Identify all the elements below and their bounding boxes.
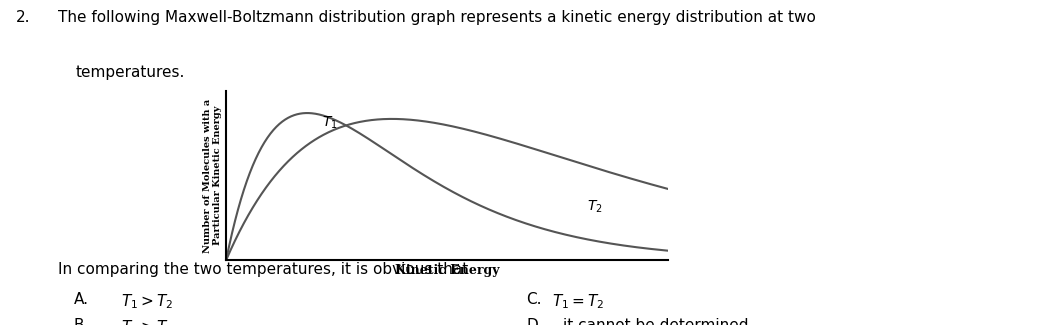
Text: $T_1$: $T_1$ xyxy=(322,114,338,131)
Text: $T_1 > T_2$: $T_1 > T_2$ xyxy=(121,292,174,311)
Text: 2.: 2. xyxy=(16,10,31,25)
Text: In comparing the two temperatures, it is obvious that: In comparing the two temperatures, it is… xyxy=(58,262,468,277)
Text: $T_2 > T_1$: $T_2 > T_1$ xyxy=(121,318,174,325)
Y-axis label: Number of Molecules with a
Particular Kinetic Energy: Number of Molecules with a Particular Ki… xyxy=(203,98,222,253)
Text: The following Maxwell-Boltzmann distribution graph represents a kinetic energy d: The following Maxwell-Boltzmann distribu… xyxy=(58,10,815,25)
Text: it cannot be determined: it cannot be determined xyxy=(563,318,748,325)
Text: D..: D.. xyxy=(526,318,547,325)
Text: $T_1 = T_2$: $T_1 = T_2$ xyxy=(552,292,605,311)
Text: temperatures.: temperatures. xyxy=(76,65,185,80)
Text: C.: C. xyxy=(526,292,542,307)
Text: A.: A. xyxy=(74,292,88,307)
X-axis label: Kinetic Energy: Kinetic Energy xyxy=(394,264,500,277)
Text: $T_2$: $T_2$ xyxy=(587,199,603,215)
Text: B.: B. xyxy=(74,318,89,325)
